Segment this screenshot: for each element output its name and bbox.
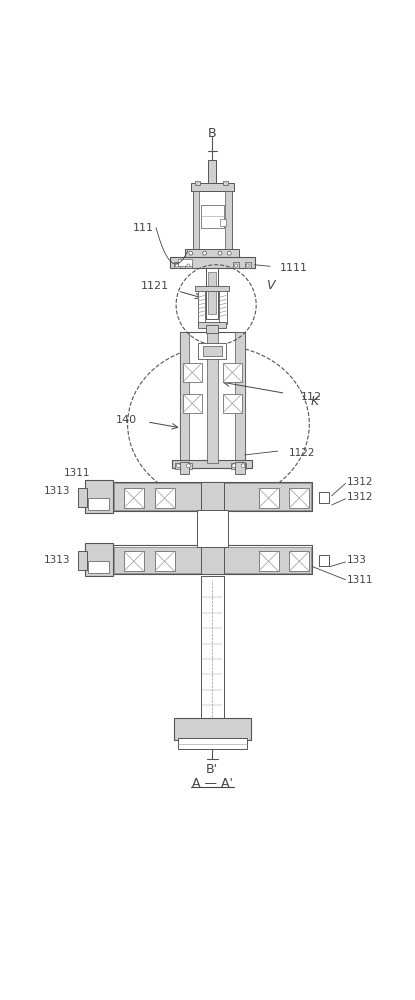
Bar: [180, 332, 189, 463]
Circle shape: [232, 464, 236, 468]
Text: 1312: 1312: [347, 492, 374, 502]
Bar: [220, 219, 226, 226]
Circle shape: [227, 251, 231, 255]
Text: 1311: 1311: [64, 468, 91, 478]
Bar: [183, 363, 202, 382]
Bar: [186, 249, 239, 257]
Bar: [289, 551, 309, 571]
Bar: [208, 160, 216, 183]
Bar: [78, 551, 87, 570]
Bar: [114, 547, 311, 573]
Text: 1312: 1312: [347, 477, 374, 487]
Bar: [219, 289, 227, 324]
Circle shape: [187, 264, 190, 267]
Text: 140: 140: [115, 415, 137, 425]
Circle shape: [176, 464, 181, 468]
Bar: [245, 262, 251, 268]
Text: B': B': [206, 763, 218, 776]
Bar: [193, 191, 232, 251]
Bar: [170, 257, 255, 268]
Text: K: K: [310, 395, 319, 408]
Text: V: V: [266, 279, 274, 292]
Bar: [191, 183, 234, 191]
Circle shape: [234, 264, 238, 267]
Bar: [154, 551, 175, 571]
Text: 133: 133: [347, 555, 367, 565]
Bar: [259, 488, 278, 508]
Circle shape: [186, 464, 190, 468]
Bar: [186, 262, 191, 268]
Bar: [207, 332, 218, 463]
Bar: [195, 286, 229, 291]
Bar: [201, 482, 224, 511]
Bar: [186, 463, 191, 469]
Bar: [259, 551, 278, 571]
Bar: [235, 332, 245, 463]
Bar: [223, 181, 228, 185]
Bar: [78, 488, 87, 507]
Bar: [198, 289, 205, 324]
Bar: [85, 480, 113, 513]
Text: 112: 112: [301, 392, 322, 402]
Bar: [198, 343, 226, 359]
Bar: [154, 488, 175, 508]
Bar: [112, 545, 312, 574]
Text: 1121: 1121: [141, 281, 168, 291]
Bar: [208, 272, 216, 314]
Circle shape: [189, 251, 193, 255]
Bar: [174, 262, 180, 268]
Bar: [195, 181, 200, 185]
Bar: [206, 325, 218, 333]
Bar: [178, 259, 191, 266]
Circle shape: [203, 251, 207, 255]
Bar: [112, 482, 312, 511]
Bar: [124, 488, 144, 508]
Bar: [223, 394, 242, 413]
Text: 1311: 1311: [347, 575, 374, 585]
Bar: [235, 462, 245, 474]
Bar: [193, 191, 199, 251]
Bar: [225, 191, 232, 251]
Bar: [201, 205, 224, 228]
Bar: [198, 322, 226, 328]
Bar: [289, 488, 309, 508]
Text: 111: 111: [132, 223, 154, 233]
Bar: [223, 363, 242, 382]
Text: 1313: 1313: [43, 555, 70, 565]
Bar: [201, 545, 224, 574]
Text: 1313: 1313: [43, 486, 70, 496]
Bar: [172, 460, 252, 468]
Bar: [203, 346, 222, 356]
Bar: [180, 332, 245, 463]
Bar: [240, 463, 246, 469]
Bar: [85, 544, 113, 576]
Circle shape: [246, 264, 249, 267]
Bar: [88, 561, 109, 573]
Text: A — A': A — A': [192, 777, 233, 790]
Circle shape: [218, 251, 222, 255]
Text: B: B: [208, 127, 217, 140]
Bar: [197, 510, 228, 547]
Text: 1122: 1122: [289, 448, 316, 458]
Circle shape: [241, 464, 245, 468]
Bar: [124, 551, 144, 571]
Bar: [180, 462, 189, 474]
Bar: [231, 463, 237, 469]
Text: 1111: 1111: [280, 263, 308, 273]
Bar: [176, 463, 181, 469]
Bar: [201, 576, 224, 721]
Bar: [174, 718, 251, 740]
Circle shape: [176, 264, 178, 267]
Bar: [178, 738, 247, 749]
Bar: [206, 268, 218, 319]
Bar: [183, 394, 202, 413]
Bar: [114, 483, 311, 510]
Bar: [88, 498, 109, 510]
Bar: [233, 262, 239, 268]
